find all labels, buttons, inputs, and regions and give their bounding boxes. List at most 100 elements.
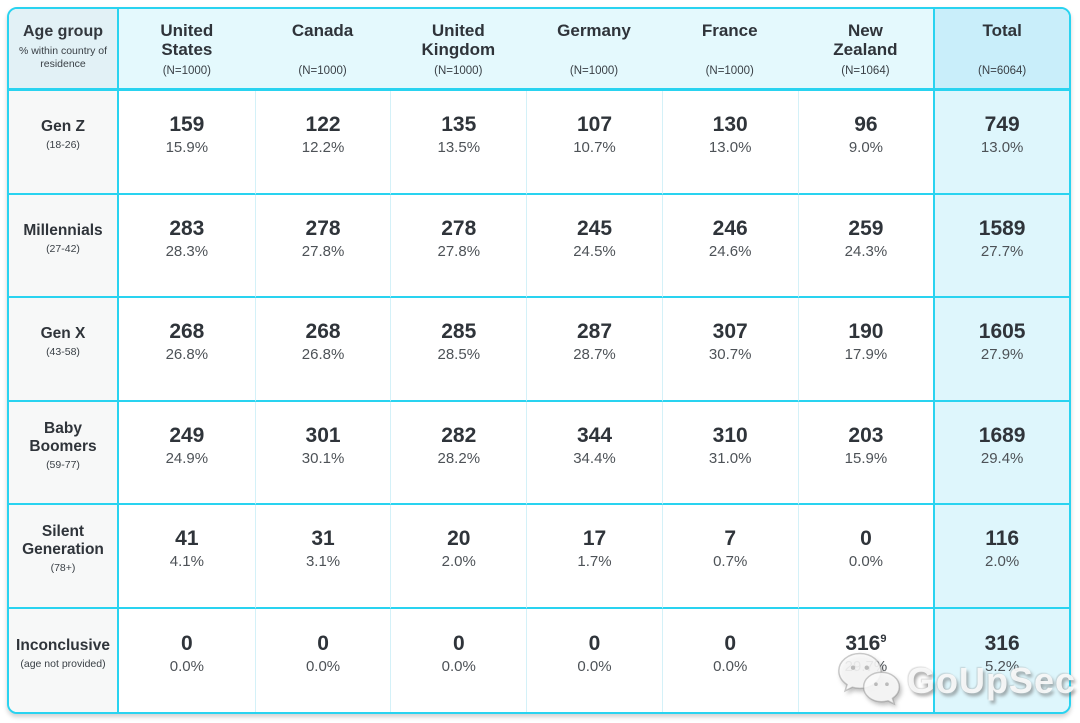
- cell-percent: 13.0%: [708, 139, 752, 157]
- cell-count: 0: [860, 527, 872, 551]
- column-label: France: [701, 21, 758, 40]
- cell-count: 190: [848, 320, 884, 344]
- cell-count: 3169: [845, 631, 887, 655]
- cell-percent: 0.0%: [169, 657, 204, 675]
- column-header-united-states: United States (N=1000): [119, 9, 255, 91]
- cell-percent: 27.7%: [980, 242, 1024, 260]
- table-cell-with-footnote: 3169 29.7%: [797, 608, 934, 712]
- cell-percent: 26.8%: [165, 346, 209, 364]
- cell-count: 96: [854, 113, 878, 137]
- row-label-silent-generation: Silent Generation (78+): [9, 505, 119, 609]
- corner-header-cell: Age group % within country of residence: [9, 9, 119, 91]
- cell-count: 283: [169, 216, 205, 240]
- cell-percent: 0.0%: [713, 657, 748, 675]
- column-label: United States: [160, 21, 214, 60]
- cell-percent: 4.1%: [169, 553, 204, 571]
- cell-count: 20: [447, 527, 471, 551]
- cell-count: 278: [441, 216, 477, 240]
- cell-percent: 2.0%: [441, 553, 476, 571]
- cell-count: 246: [712, 216, 748, 240]
- column-header-total: Total (N=6064): [933, 9, 1069, 91]
- cell-count: 1605: [978, 320, 1026, 344]
- table-cell: 203 15.9%: [797, 401, 934, 505]
- cell-count: 130: [712, 113, 748, 137]
- cell-count: 249: [169, 423, 205, 447]
- cell-percent: 29.4%: [980, 449, 1024, 467]
- table-cell: 31 3.1%: [254, 505, 391, 609]
- cell-count: 285: [441, 320, 477, 344]
- row-label-baby-boomers: Baby Boomers (59-77): [9, 401, 119, 505]
- cell-count: 1689: [978, 423, 1026, 447]
- cell-percent: 5.2%: [985, 657, 1020, 675]
- cell-percent: 2.0%: [985, 553, 1020, 571]
- column-label: New Zealand: [833, 21, 898, 60]
- cell-count: 203: [848, 423, 884, 447]
- table-cell-total: 116 2.0%: [933, 505, 1069, 609]
- cell-percent: 0.7%: [713, 553, 748, 571]
- table-cell: 344 34.4%: [526, 401, 662, 505]
- cell-percent: 0.0%: [848, 553, 884, 571]
- cell-percent: 24.3%: [844, 242, 888, 260]
- table-cell: 122 12.2%: [254, 91, 391, 195]
- age-group-table: Age group % within country of residence …: [7, 7, 1071, 714]
- cell-percent: 15.9%: [844, 449, 888, 467]
- row-label: Baby Boomers: [29, 419, 97, 455]
- cell-percent: 27.9%: [980, 346, 1024, 364]
- table-cell: 282 28.2%: [390, 401, 527, 505]
- cell-percent: 9.0%: [848, 139, 884, 157]
- cell-count: 17: [582, 527, 607, 551]
- cell-percent: 15.9%: [165, 139, 209, 157]
- row-label-millennials: Millennials (27-42): [9, 194, 119, 298]
- column-n: (N=1000): [298, 65, 347, 77]
- column-header-canada: Canada (N=1000): [254, 9, 391, 91]
- table-cell: 310 31.0%: [661, 401, 798, 505]
- row-label: Gen X: [40, 325, 86, 343]
- column-label: Canada: [291, 21, 354, 40]
- corner-subtitle: % within country of residence: [18, 45, 108, 71]
- cell-percent: 26.8%: [301, 346, 345, 364]
- table-cell: 245 24.5%: [526, 194, 662, 298]
- table-cell: 130 13.0%: [661, 91, 798, 195]
- table-cell: 0 0.0%: [526, 608, 662, 712]
- cell-count: 31: [311, 527, 335, 551]
- column-n: (N=1000): [569, 65, 619, 77]
- cell-count: 301: [305, 423, 341, 447]
- row-label-gen-z: Gen Z (18-26): [9, 91, 119, 195]
- cell-count: 749: [984, 113, 1020, 137]
- row-label: Millennials: [23, 221, 103, 239]
- row-label: Silent Generation: [22, 523, 104, 559]
- column-label: Total: [982, 21, 1022, 40]
- column-header-new-zealand: New Zealand (N=1064): [797, 9, 934, 91]
- row-label: Gen Z: [41, 118, 85, 136]
- row-label-gen-x: Gen X (43-58): [9, 298, 119, 402]
- table-cell: 41 4.1%: [119, 505, 255, 609]
- table-cell: 268 26.8%: [119, 298, 255, 402]
- cell-count: 287: [576, 320, 613, 344]
- row-sublabel: (27-42): [46, 242, 80, 255]
- cell-percent: 28.2%: [437, 449, 481, 467]
- footnote-marker: 9: [880, 632, 887, 645]
- cell-percent: 28.3%: [165, 242, 209, 260]
- cell-percent: 28.7%: [573, 346, 616, 364]
- table-cell: 0 0.0%: [797, 505, 934, 609]
- cell-count: 7: [724, 527, 737, 551]
- column-n: (N=1000): [162, 65, 211, 77]
- cell-percent: 29.7%: [844, 657, 888, 675]
- table-cell: 259 24.3%: [797, 194, 934, 298]
- column-header-united-kingdom: United Kingdom (N=1000): [390, 9, 527, 91]
- cell-count: 122: [305, 113, 341, 137]
- table-cell: 0 0.0%: [119, 608, 255, 712]
- cell-percent: 30.1%: [301, 449, 345, 467]
- cell-count: 245: [576, 216, 613, 240]
- table-cell: 287 28.7%: [526, 298, 662, 402]
- cell-count: 0: [588, 631, 601, 655]
- cell-count: 159: [169, 113, 205, 137]
- cell-percent: 24.5%: [573, 242, 616, 260]
- table-cell: 20 2.0%: [390, 505, 527, 609]
- cell-count: 282: [441, 423, 477, 447]
- cell-count: 1589: [978, 216, 1026, 240]
- cell-count: 268: [169, 320, 205, 344]
- table-cell-total: 316 5.2%: [933, 608, 1069, 712]
- cell-count: 268: [305, 320, 341, 344]
